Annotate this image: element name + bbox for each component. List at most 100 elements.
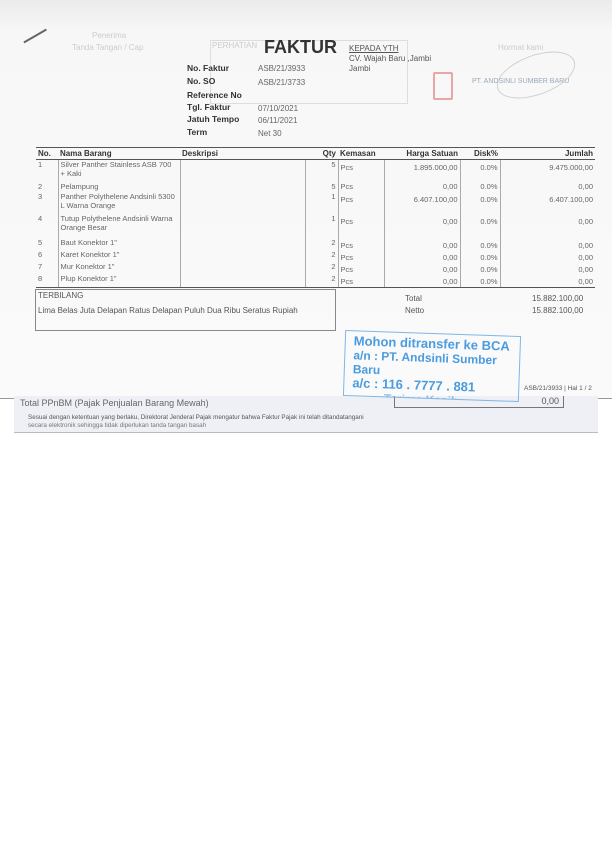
item-amount: 0,00 <box>499 249 595 262</box>
table-row: 2 Pelampung 5 Pcs 0,00 0.0% 0,00 <box>36 181 595 192</box>
item-description <box>179 159 305 182</box>
col-jumlah: Jumlah <box>500 147 595 160</box>
customer-name: CV. Wajah Baru ,Jambi <box>349 54 432 63</box>
item-description <box>179 261 305 274</box>
item-unit: Pcs <box>337 159 384 182</box>
item-name: Silver Panther Stainless ASB 700 + Kaki <box>57 159 180 182</box>
meta-label: Tgl. Faktur <box>187 102 231 112</box>
item-qty: 2 <box>304 237 338 250</box>
item-no: 1 <box>38 160 43 169</box>
faded-box <box>210 40 408 104</box>
meta-label: No. Faktur <box>187 63 230 73</box>
item-unit: Pcs <box>337 181 384 192</box>
legal-note: Sesuai dengan ketentuan yang berlaku, Di… <box>28 414 364 421</box>
item-unit: Pcs <box>337 273 384 288</box>
item-price: 0,00 <box>383 213 460 238</box>
item-description <box>179 181 305 192</box>
ppnbm-label: Total PPnBM (Pajak Penjualan Barang Mewa… <box>20 398 209 408</box>
item-name: Tutup Polythelene Andsinli Warna Orange … <box>57 213 180 238</box>
item-price: 0,00 <box>383 261 460 274</box>
item-qty: 1 <box>304 213 338 238</box>
item-unit: Pcs <box>337 261 384 274</box>
item-name: Plup Konektor 1" <box>57 273 180 288</box>
item-discount: 0.0% <box>459 237 500 250</box>
item-amount: 0,00 <box>499 237 595 250</box>
item-qty: 5 <box>304 181 338 192</box>
faded-hormat: Hormat kami <box>498 43 544 52</box>
item-price: 0,00 <box>383 273 460 288</box>
meta-label: Term <box>187 127 208 137</box>
netto-label: Netto <box>405 306 425 315</box>
item-amount: 0,00 <box>499 213 595 238</box>
item-qty: 2 <box>304 273 338 288</box>
item-discount: 0.0% <box>459 191 500 214</box>
col-nama: Nama Barang <box>58 147 180 160</box>
item-no: 6 <box>38 249 43 259</box>
terbilang-label: TERBILANG <box>38 291 84 300</box>
item-description <box>179 273 305 288</box>
meta-label: No. SO <box>187 76 216 86</box>
col-qty: Qty <box>305 147 338 160</box>
col-no: No. <box>36 147 58 160</box>
bank-transfer-stamp: Mohon ditransfer ke BCA a/n : PT. Andsin… <box>342 329 522 403</box>
item-no: 3 <box>38 191 43 201</box>
item-description <box>179 249 305 262</box>
item-description <box>179 237 305 250</box>
item-no: 5 <box>38 237 43 247</box>
due-date: 06/11/2021 <box>258 116 298 125</box>
table-row: 7 Mur Konektor 1" 2 Pcs 0,00 0.0% 0,00 <box>36 261 595 274</box>
item-price: 0,00 <box>383 249 460 262</box>
item-discount: 0.0% <box>459 181 500 192</box>
invoice-date: 07/10/2021 <box>258 104 299 113</box>
item-name: Mur Konektor 1" <box>57 261 180 274</box>
item-description <box>179 191 305 214</box>
item-name: Panther Polythelene Andsinli 5300 L Warn… <box>57 191 180 214</box>
item-description <box>179 213 305 238</box>
items-table: No. Nama Barang Deskripsi Qty Kemasan Ha… <box>36 147 595 288</box>
item-amount: 0,00 <box>499 273 595 288</box>
col-disk: Disk% <box>460 147 500 160</box>
netto-value: 15.882.100,00 <box>532 306 584 315</box>
item-amount: 9.475.000,00 <box>499 159 595 182</box>
ppnbm-value: 0,00 <box>394 396 564 408</box>
item-name: Pelampung <box>57 181 180 192</box>
item-no: 2 <box>38 181 43 191</box>
table-header: No. Nama Barang Deskripsi Qty Kemasan Ha… <box>36 147 595 160</box>
terbilang-text: Lima Belas Juta Delapan Ratus Delapan Pu… <box>38 306 298 315</box>
invoice-number: ASB/21/3933 <box>258 64 306 73</box>
item-price: 0,00 <box>383 237 460 250</box>
item-amount: 0,00 <box>499 181 595 192</box>
faded-ttd: Tanda Tangan / Cap <box>72 43 144 52</box>
legal-note-2: secara elektronik sehingga tidak diperlu… <box>28 422 207 429</box>
item-unit: Pcs <box>337 191 384 214</box>
item-price: 0,00 <box>383 181 460 192</box>
item-discount: 0.0% <box>459 273 500 288</box>
item-no: 4 <box>38 213 43 223</box>
item-name: Karet Konektor 1" <box>57 249 180 262</box>
table-row: 6 Karet Konektor 1" 2 Pcs 0,00 0.0% 0,00 <box>36 249 595 262</box>
term: Net 30 <box>258 129 282 138</box>
item-price: 1.895.000,00 <box>383 159 460 182</box>
item-unit: Pcs <box>337 249 384 262</box>
meta-label: Reference No <box>187 90 242 100</box>
page-title: FAKTUR <box>264 37 337 57</box>
page-reference: ASB/21/3933 | Hal 1 / 2 <box>524 385 592 392</box>
item-discount: 0.0% <box>459 213 500 238</box>
item-discount: 0.0% <box>459 261 500 274</box>
so-number: ASB/21/3733 <box>258 78 306 87</box>
terbilang-box: TERBILANG Lima Belas Juta Delapan Ratus … <box>35 289 336 331</box>
item-amount: 6.407.100,00 <box>499 191 595 214</box>
item-qty: 5 <box>304 159 338 182</box>
item-amount: 0,00 <box>499 261 595 274</box>
company-name: PT. ANDSINLI SUMBER BARU <box>472 78 570 85</box>
item-unit: Pcs <box>337 213 384 238</box>
item-no: 7 <box>38 261 43 271</box>
col-harga: Harga Satuan <box>384 147 460 160</box>
col-deskripsi: Deskripsi <box>180 147 305 160</box>
item-qty: 2 <box>304 249 338 262</box>
item-name: Baut Konektor 1" <box>57 237 180 250</box>
table-row: 4 Tutup Polythelene Andsinli Warna Orange… <box>36 213 595 238</box>
tax-invoice-strip: Total PPnBM (Pajak Penjualan Barang Mewa… <box>14 396 598 433</box>
item-qty: 1 <box>304 191 338 214</box>
customer-label: KEPADA YTH <box>349 44 399 53</box>
